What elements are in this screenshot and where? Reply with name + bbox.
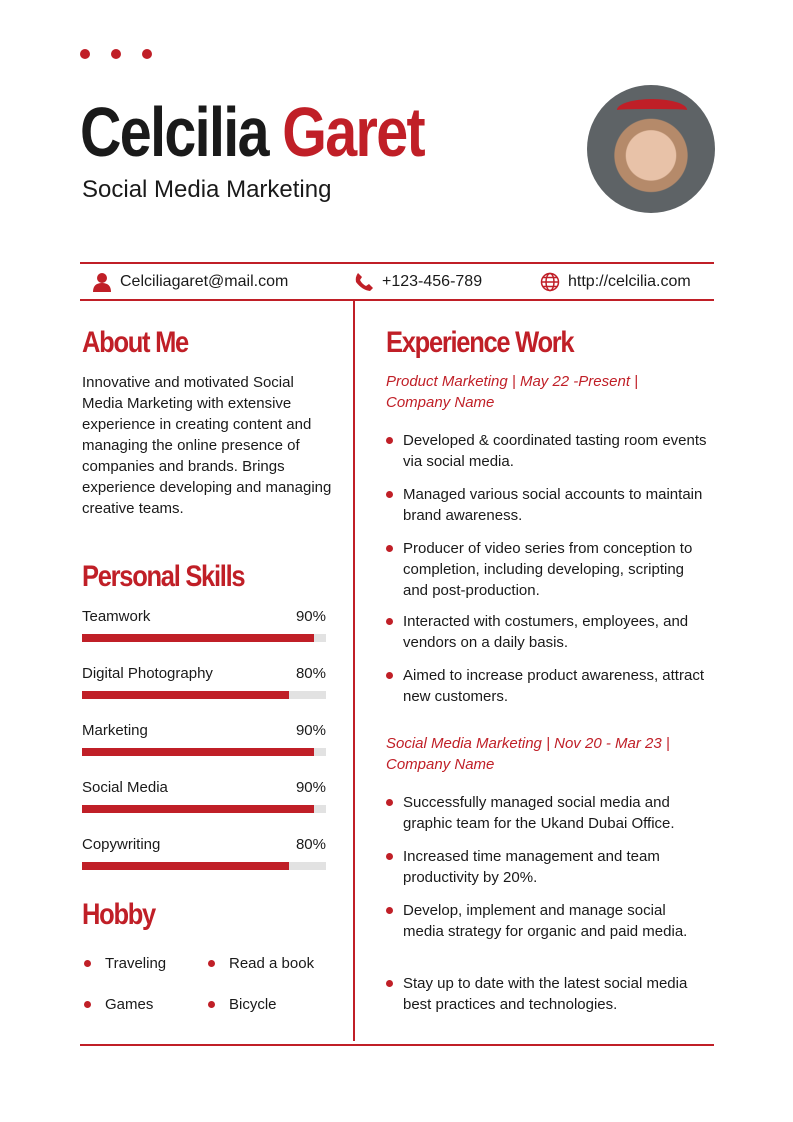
hobby-title: Hobby <box>82 898 156 931</box>
skill-item: Teamwork 90% <box>82 608 326 642</box>
bullet-icon <box>386 853 393 860</box>
skill-name: Marketing <box>82 722 148 739</box>
hobby-label: Traveling <box>105 955 167 972</box>
contact-phone: +123-456-789 <box>354 272 482 292</box>
full-name: Celcilia Garet <box>80 92 426 172</box>
skill-name: Social Media <box>82 779 168 796</box>
person-icon <box>93 273 111 292</box>
hobby-item: Read a book <box>208 955 314 972</box>
skill-bar-fill <box>82 862 290 870</box>
skill-bar-fill <box>82 748 314 756</box>
bullet-text: Producer of video series from conception… <box>403 540 693 599</box>
skill-bar-track <box>82 862 326 870</box>
hobby-item: Bicycle <box>208 996 277 1013</box>
decorative-dots <box>80 49 152 59</box>
hobby-label: Games <box>105 996 154 1013</box>
job-bullet: Developed & coordinated tasting room eve… <box>386 430 711 472</box>
skill-name: Teamwork <box>82 608 151 625</box>
bullet-icon <box>386 437 393 444</box>
contact-bar: Celciliagaret@mail.com +123-456-789 http… <box>80 262 714 301</box>
skill-percent: 90% <box>295 722 326 739</box>
job-bullet: Producer of video series from conception… <box>386 538 711 601</box>
bullet-icon <box>208 1001 215 1008</box>
bullet-text: Increased time management and team produ… <box>403 848 660 886</box>
bullet-icon <box>386 980 393 987</box>
job-heading: Product Marketing | May 22 -Present | Co… <box>386 373 639 411</box>
bullet-text: Interacted with costumers, employees, an… <box>403 613 689 651</box>
job-bullet: Interacted with costumers, employees, an… <box>386 611 711 653</box>
skill-item: Marketing 90% <box>82 722 326 756</box>
job-role: Social Media Marketing <box>82 176 332 203</box>
bullet-icon <box>386 545 393 552</box>
skill-bar-track <box>82 691 326 699</box>
job-bullet: Increased time management and team produ… <box>386 846 706 888</box>
skill-item: Social Media 90% <box>82 779 326 813</box>
job-bullet: Aimed to increase product awareness, att… <box>386 665 711 707</box>
skill-percent: 80% <box>295 665 326 682</box>
bullet-text: Successfully managed social media and gr… <box>403 794 675 832</box>
bullet-icon <box>386 907 393 914</box>
bullet-icon <box>84 960 91 967</box>
bullet-text: Managed various social accounts to maint… <box>403 486 703 524</box>
bullet-icon <box>84 1001 91 1008</box>
contact-website: http://celcilia.com <box>540 272 691 292</box>
last-name: Garet <box>282 93 425 171</box>
globe-icon <box>540 272 560 292</box>
bullet-text: Stay up to date with the latest social m… <box>403 975 688 1013</box>
skill-percent: 90% <box>295 608 326 625</box>
contact-email: Celciliagaret@mail.com <box>92 272 288 292</box>
job-bullet: Develop, implement and manage social med… <box>386 900 706 942</box>
bullet-text: Develop, implement and manage social med… <box>403 902 688 940</box>
skill-bar-fill <box>82 634 314 642</box>
bottom-divider <box>80 1044 714 1046</box>
hobby-item: Games <box>84 996 153 1013</box>
bullet-text: Developed & coordinated tasting room eve… <box>403 432 707 470</box>
bullet-icon <box>386 618 393 625</box>
hobby-item: Traveling <box>84 955 166 972</box>
skill-name: Digital Photography <box>82 665 213 682</box>
skill-name: Copywriting <box>82 836 161 853</box>
experience-title: Experience Work <box>386 326 575 359</box>
skill-percent: 90% <box>295 779 326 796</box>
bullet-icon <box>208 960 215 967</box>
skill-bar-fill <box>82 805 314 813</box>
job-heading: Social Media Marketing | Nov 20 - Mar 23… <box>386 735 670 773</box>
about-title: About Me <box>82 326 189 359</box>
skills-title: Personal Skills <box>82 560 246 593</box>
phone-icon <box>355 273 373 291</box>
job-bullet: Managed various social accounts to maint… <box>386 484 711 526</box>
about-text: Innovative and motivated Social Media Ma… <box>82 374 332 517</box>
bullet-icon <box>386 491 393 498</box>
profile-photo <box>587 85 715 213</box>
email-text: Celciliagaret@mail.com <box>120 273 289 290</box>
skill-item: Copywriting 80% <box>82 836 326 870</box>
skill-bar-fill <box>82 691 290 699</box>
website-text: http://celcilia.com <box>568 273 691 290</box>
bullet-icon <box>386 672 393 679</box>
skill-bar-track <box>82 748 326 756</box>
phone-text: +123-456-789 <box>382 273 483 290</box>
bullet-icon <box>386 799 393 806</box>
skill-percent: 80% <box>295 836 326 853</box>
first-name: Celcilia <box>80 93 270 171</box>
job-bullet: Stay up to date with the latest social m… <box>386 973 706 1015</box>
column-divider <box>353 301 355 1041</box>
hobby-label: Bicycle <box>229 996 277 1013</box>
job-bullet: Successfully managed social media and gr… <box>386 792 706 834</box>
hobby-label: Read a book <box>229 955 315 972</box>
skill-bar-track <box>82 805 326 813</box>
skill-item: Digital Photography 80% <box>82 665 326 699</box>
bullet-text: Aimed to increase product awareness, att… <box>403 667 704 705</box>
skill-bar-track <box>82 634 326 642</box>
